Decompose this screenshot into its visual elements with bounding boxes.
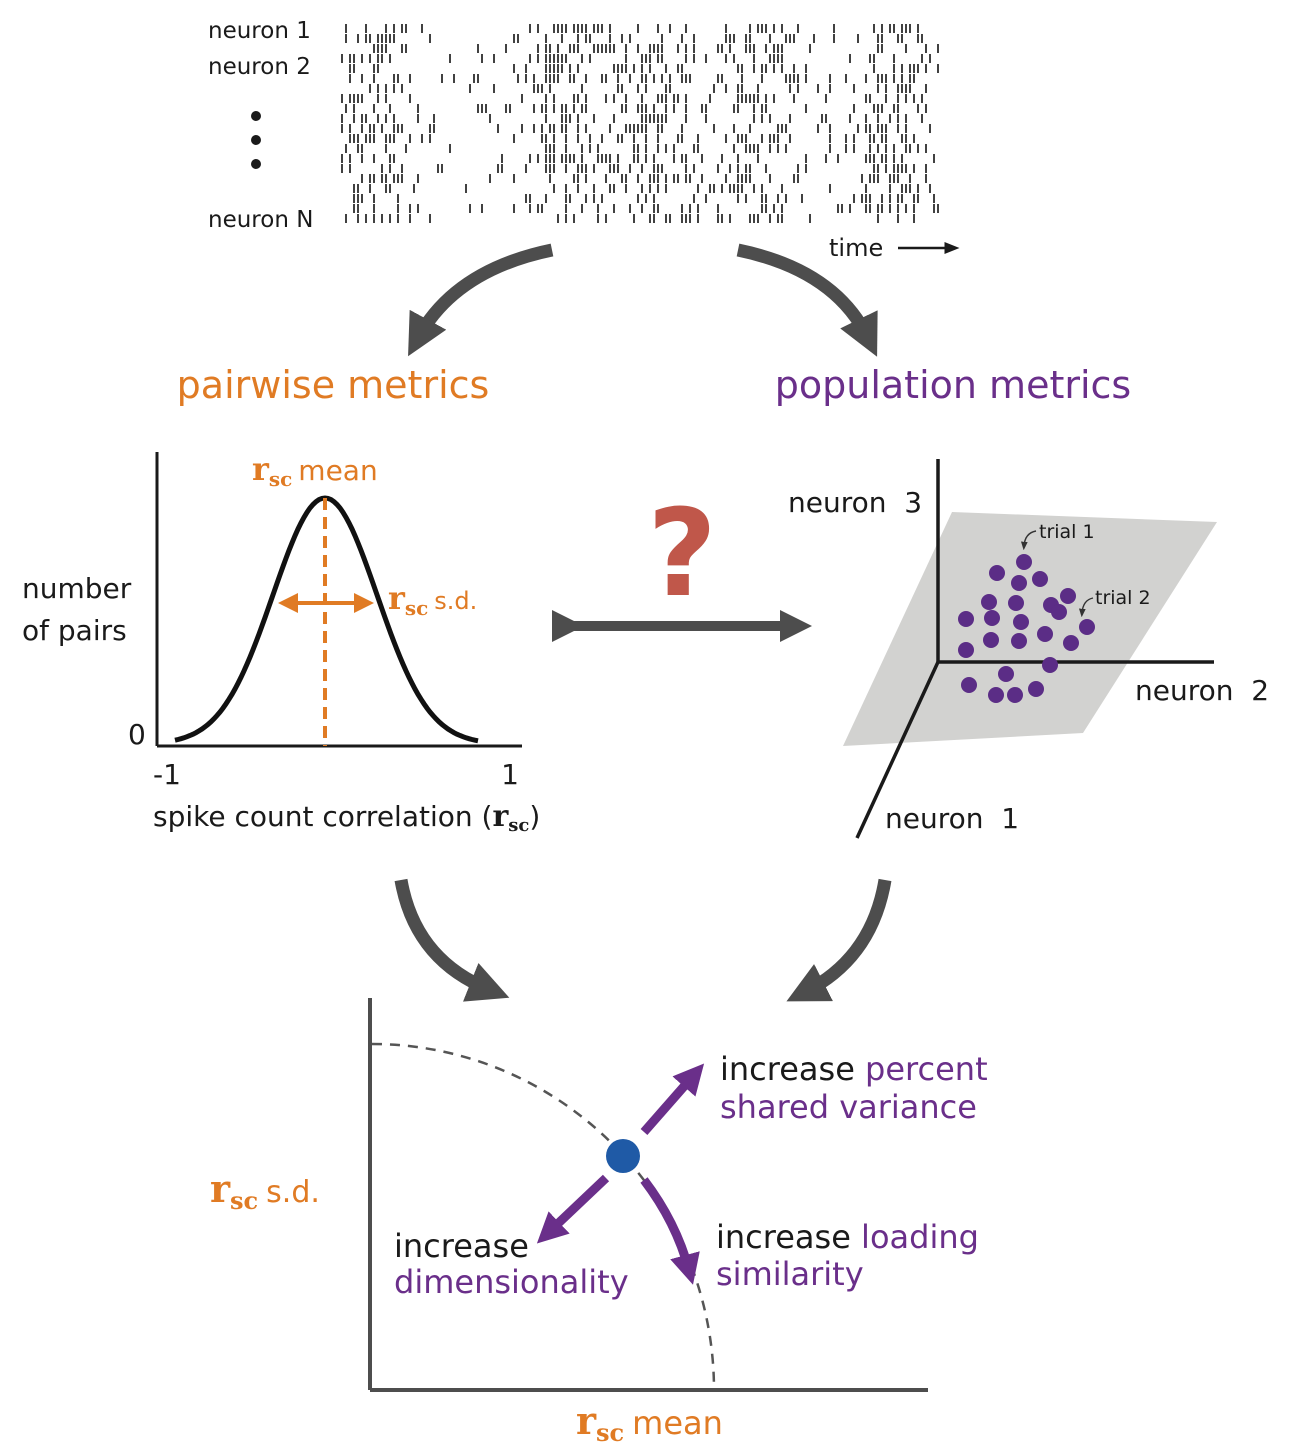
trial-dot: [1063, 635, 1079, 651]
axis-neuron-1-label: neuron 1: [885, 802, 1019, 835]
trial-dot: [1042, 657, 1058, 673]
arrow-population-to-summary: [786, 878, 892, 1002]
trial-dot: [1060, 588, 1076, 604]
trial-dot: [958, 611, 974, 627]
arrow-dimensionality: [536, 1174, 610, 1244]
hist-xlabel: spike count correlation (rsc): [153, 799, 540, 836]
axis-neuron-3-label: neuron 3: [788, 486, 922, 519]
trial-dot: [1011, 575, 1027, 591]
trial-dot: [984, 610, 1000, 626]
arrow-percent-shared-variance: [640, 1063, 705, 1135]
trial-dot: [1051, 604, 1067, 620]
trial-dot: [1011, 633, 1027, 649]
raster-ellipsis: [251, 111, 261, 169]
hist-y-zero: 0: [128, 718, 146, 751]
raster-label-neuron-n: neuron N: [208, 207, 313, 233]
hist-x-min: -1: [153, 758, 181, 791]
arrow-pairwise-to-summary: [394, 878, 510, 1002]
hist-ylabel-line1: number: [22, 572, 132, 605]
question-mark: ?: [647, 485, 717, 624]
rsc-mean-label: rsc mean: [252, 450, 378, 491]
trial-2-pointer: [1078, 597, 1094, 618]
pairwise-metrics-heading: pairwise metrics: [177, 363, 490, 407]
trial-dot: [958, 642, 974, 658]
shared-subspace-plane: [843, 512, 1217, 746]
summary-plot: increase percent shared variance increas…: [210, 998, 988, 1447]
raster-label-neuron-2: neuron 2: [208, 54, 311, 80]
trial-dot: [1079, 619, 1095, 635]
trial-points: [958, 554, 1095, 703]
rsc-histogram: rsc mean rsc s.d. number of pairs 0 -1 1 s…: [22, 450, 540, 836]
summary-xlabel: rsc mean: [576, 1398, 723, 1447]
raster-label-neuron-1: neuron 1: [208, 18, 311, 44]
psv-label-line2: shared variance: [720, 1088, 977, 1126]
trial-dot: [981, 594, 997, 610]
arrow-to-population: [736, 243, 878, 357]
axis-neuron-2-label: neuron 2: [1135, 674, 1269, 707]
trial-dot: [1032, 571, 1048, 587]
trial-dot: [1016, 554, 1032, 570]
axis-neuron-1: [855, 661, 940, 839]
psv-label-line1: increase percent: [720, 1050, 988, 1088]
population-metrics-heading: population metrics: [775, 363, 1131, 407]
trial-dot: [988, 687, 1004, 703]
trial-dot: [1008, 595, 1024, 611]
trial-dot: [961, 677, 977, 693]
trial-dot: [989, 565, 1005, 581]
trial-dot: [998, 666, 1014, 682]
spike-raster: neuron 1 neuron 2 neuron N time: [208, 18, 960, 262]
hist-x-max: 1: [501, 758, 519, 791]
trial-1-pointer: [1020, 530, 1037, 551]
trial-dot: [1013, 614, 1029, 630]
trial-1-label: trial 1: [1039, 521, 1095, 543]
ls-label-line2: similarity: [716, 1255, 864, 1293]
arrow-to-pairwise: [408, 243, 554, 357]
population-space-3d: trial 1 trial 2 neuron 3 neuron 2 neuron…: [788, 459, 1269, 839]
rsc-sd-label: rsc s.d.: [388, 579, 477, 620]
dim-label-line1: increase: [394, 1227, 529, 1265]
current-state-point: [606, 1139, 640, 1173]
trial-dot: [1007, 687, 1023, 703]
hist-ylabel-line2: of pairs: [22, 614, 127, 647]
trial-dot: [1028, 681, 1044, 697]
iso-contour-dashed: [371, 1042, 716, 1391]
trial-dot: [1037, 626, 1053, 642]
time-label: time: [829, 234, 883, 262]
arrow-loading-similarity: [640, 1177, 700, 1285]
dim-label-line2: dimensionality: [394, 1263, 629, 1301]
trial-dot: [983, 632, 999, 648]
raster-spikes: [341, 24, 939, 223]
ls-label-line1: increase loading: [716, 1218, 979, 1256]
trial-2-label: trial 2: [1095, 587, 1151, 609]
summary-ylabel: rsc s.d.: [210, 1166, 320, 1215]
